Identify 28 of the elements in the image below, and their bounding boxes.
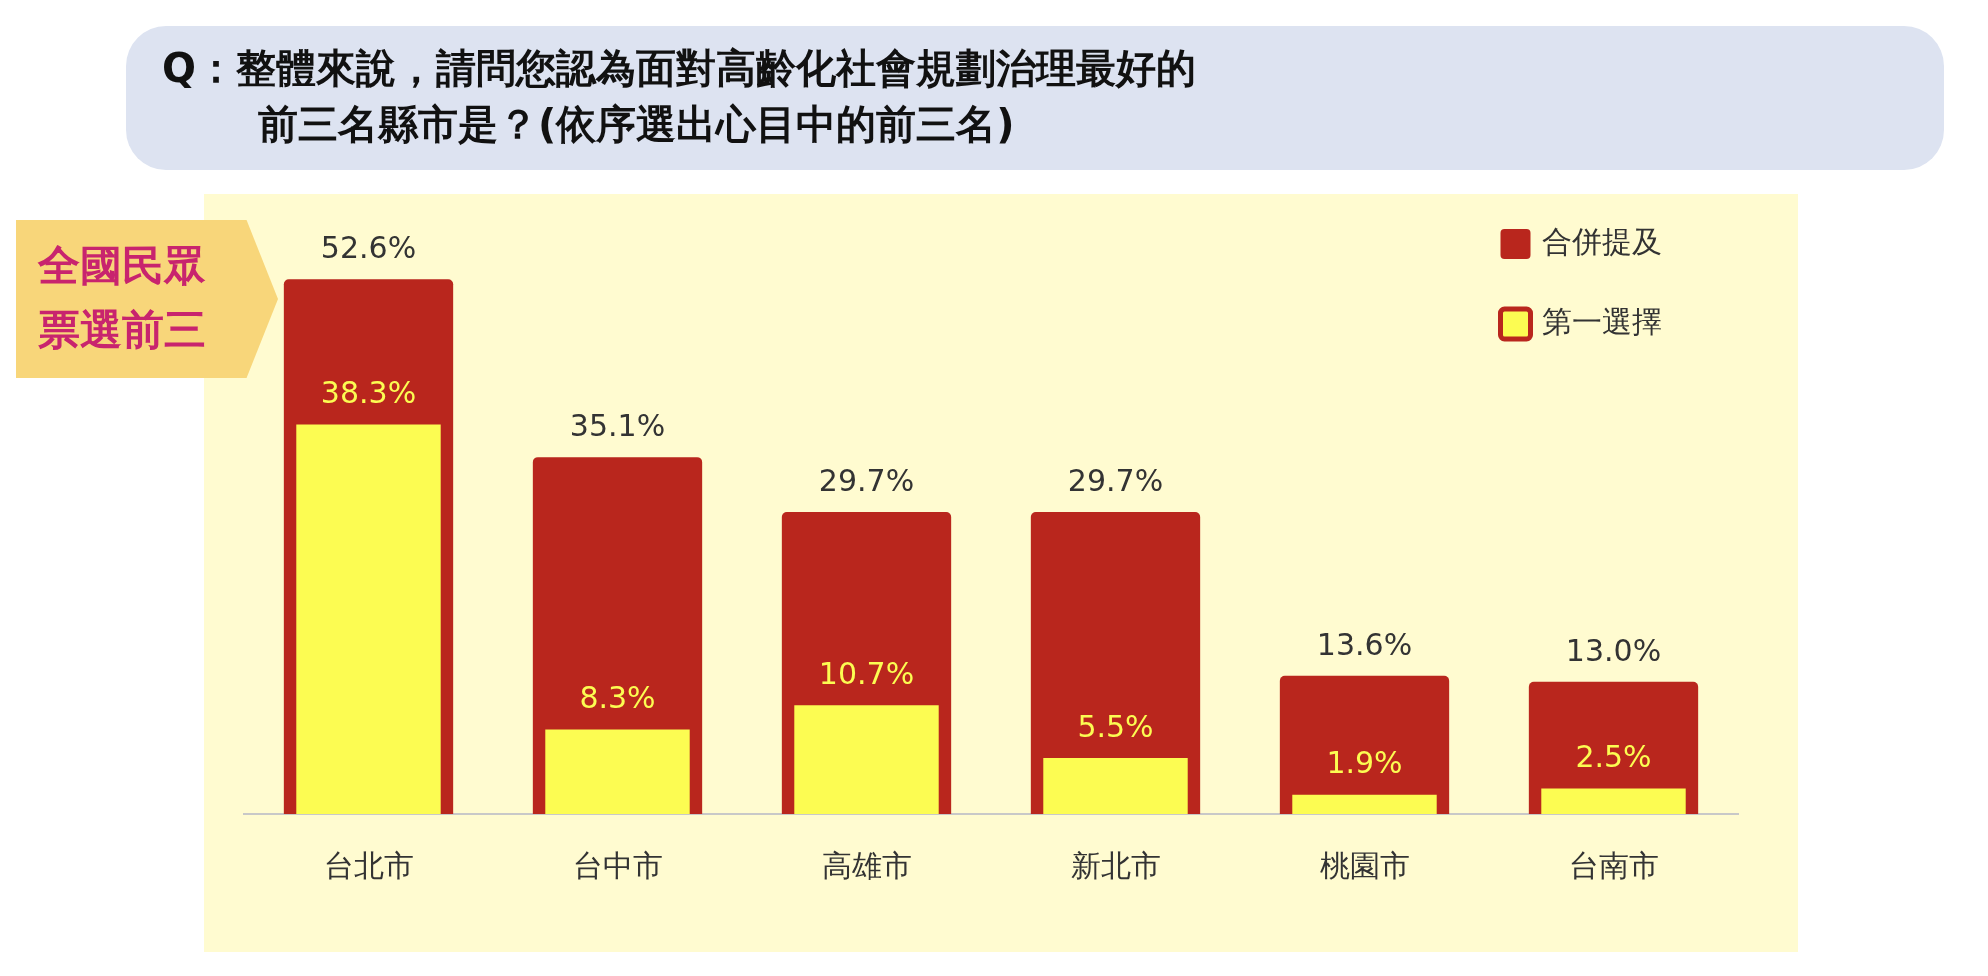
x-tick-label: 台南市 <box>1568 847 1659 883</box>
bar <box>1541 788 1686 814</box>
data-label: 13.6% <box>1316 626 1413 662</box>
data-label: 29.7% <box>1067 462 1164 498</box>
x-tick-label: 台北市 <box>323 847 414 883</box>
data-label: 5.5% <box>1077 708 1154 744</box>
bar <box>1292 794 1437 814</box>
data-label: 1.9% <box>1326 745 1403 781</box>
data-label: 10.7% <box>818 656 915 692</box>
legend-label: 合併提及 <box>1542 223 1662 259</box>
data-label: 38.3% <box>320 375 417 411</box>
bar <box>794 705 939 814</box>
legend-label: 第一選擇 <box>1542 303 1662 339</box>
data-label: 52.6% <box>320 230 417 266</box>
data-label: 35.1% <box>569 407 666 443</box>
x-tick-label: 高雄市 <box>821 847 912 883</box>
data-label: 29.7% <box>818 462 915 498</box>
x-tick-label: 桃園市 <box>1319 847 1410 883</box>
data-label: 8.3% <box>579 680 656 716</box>
data-label: 13.0% <box>1565 632 1662 668</box>
x-tick-label: 台中市 <box>572 847 663 883</box>
bar <box>296 424 441 814</box>
bar <box>545 729 690 814</box>
x-tick-label: 新北市 <box>1070 847 1161 883</box>
data-label: 2.5% <box>1575 739 1652 775</box>
chart-title: Q：整體來說，請問您認為面對高齡化社會規劃治理最好的前三名縣市是？(依序選出心目中的前三名) <box>162 44 1197 149</box>
bar <box>1043 758 1188 814</box>
text: 全國民眾票選前三 <box>38 240 207 356</box>
